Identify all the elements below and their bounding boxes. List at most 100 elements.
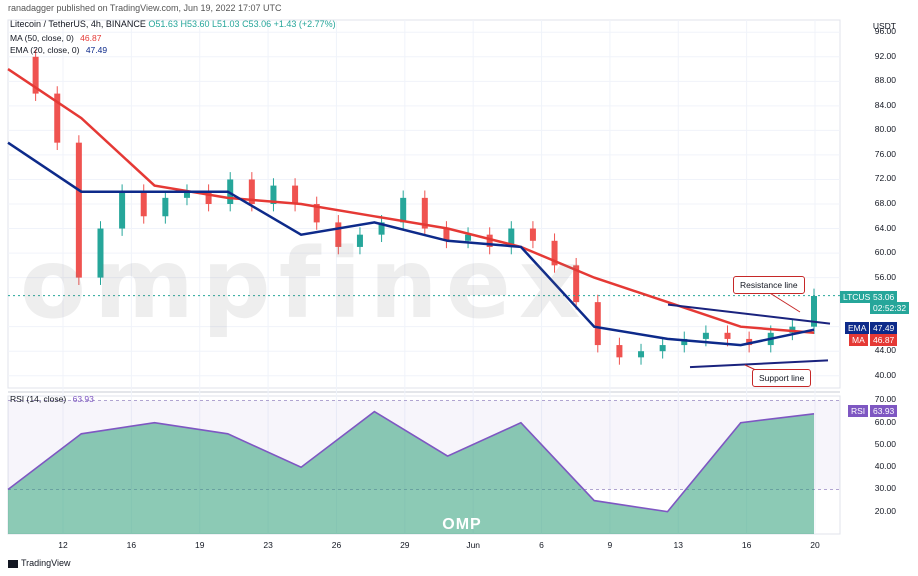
- rsi-tick-label: 60.00: [874, 416, 896, 427]
- ma-tag: MA: [849, 334, 868, 346]
- price-tick-label: 68.00: [874, 198, 896, 208]
- price-tick-label: 56.00: [874, 271, 896, 282]
- ohlc-open: O51.63: [148, 19, 178, 29]
- rsi-tick-label: 50.00: [874, 438, 896, 449]
- candle-body: [551, 240, 558, 266]
- rsi-value-tag: 63.93: [870, 405, 898, 417]
- price-tick-label: 44.00: [874, 345, 896, 356]
- watermark: ompfinex: [20, 228, 589, 340]
- candle-body: [811, 296, 817, 327]
- ema-tag: EMA: [845, 322, 870, 334]
- candle-body: [465, 234, 472, 241]
- ema-label: EMA (20, close, 0): [10, 45, 80, 55]
- ohlc-high: H53.60: [180, 19, 210, 29]
- price-tick-label: 80.00: [874, 124, 896, 135]
- candle-body: [378, 222, 385, 235]
- candle-body: [421, 197, 428, 229]
- time-tick-label: 12: [58, 540, 68, 550]
- candle-body: [789, 326, 796, 333]
- ema-legend[interactable]: EMA (20, close, 0) 47.49: [10, 45, 107, 55]
- brand-sub-text: Finex: [447, 534, 477, 543]
- ma-value-tag: 46.87: [870, 334, 898, 346]
- rsi-value: 63.93: [72, 394, 94, 404]
- time-tick-label: 19: [194, 540, 205, 550]
- candle-body: [32, 56, 39, 94]
- candle-body: [356, 234, 363, 247]
- tradingview-icon: [8, 559, 18, 568]
- price-tick-label: 92.00: [874, 50, 896, 61]
- resistance-line: [667, 303, 831, 325]
- candle-body: [97, 228, 104, 278]
- price-tick-label: 76.00: [874, 148, 896, 159]
- rsi-label: RSI (14, close): [10, 394, 67, 404]
- rsi-tick-label: 30.00: [874, 483, 896, 494]
- candle-body: [616, 345, 623, 358]
- candle-body: [313, 204, 320, 223]
- ohlc-close: C53.06: [242, 19, 272, 29]
- ema-line: [7, 141, 815, 347]
- ma-legend[interactable]: MA (50, close, 0) 46.87: [10, 33, 101, 43]
- price-tick-label: 64.00: [874, 222, 896, 233]
- price-tick-label: 72.00: [874, 173, 896, 184]
- time-tick-label: Jun: [466, 540, 481, 550]
- time-tick-label: 16: [126, 540, 137, 550]
- candle-body: [594, 302, 601, 346]
- omp-brand-logo: OMP Finex: [422, 516, 502, 543]
- ema-value: 47.49: [85, 45, 108, 55]
- symbol-title: Litecoin / TetherUS, 4h, BINANCE: [10, 19, 146, 29]
- candle-body: [573, 265, 580, 303]
- price-tag: 53.06: [870, 291, 898, 303]
- candle-body: [443, 228, 450, 241]
- time-tick-label: 20: [810, 540, 820, 550]
- candle-body: [508, 228, 515, 247]
- ohlc-change: +1.43 (+2.77%): [273, 19, 336, 29]
- candle-body: [140, 191, 147, 217]
- ma-label: MA (50, close, 0): [10, 33, 74, 43]
- rsi-tag: RSI: [848, 405, 869, 417]
- price-tick-label: 88.00: [874, 75, 896, 86]
- symbol-line: Litecoin / TetherUS, 4h, BINANCE O51.63 …: [10, 19, 336, 29]
- rsi-tick-label: 40.00: [874, 461, 896, 472]
- candle-body: [119, 191, 126, 229]
- candle-body: [205, 191, 212, 204]
- tradingview-footer[interactable]: TradingView: [8, 558, 71, 568]
- price-axis-currency: USDT: [872, 21, 896, 31]
- support-annotation: Support line: [752, 369, 812, 387]
- candle-body: [335, 222, 342, 247]
- support-line: [689, 359, 829, 369]
- ma-value: 46.87: [80, 33, 102, 43]
- price-tick-label: 96.00: [874, 26, 896, 37]
- candle-body: [529, 228, 536, 241]
- time-tick-label: 23: [263, 540, 273, 550]
- candle-body: [162, 197, 169, 217]
- rsi-line: [7, 410, 815, 513]
- rsi-legend[interactable]: RSI (14, close) 63.93: [10, 394, 94, 404]
- candle-body: [183, 191, 190, 198]
- candle-body: [659, 345, 666, 352]
- rsi-tick-label: 70.00: [874, 394, 896, 405]
- candle-body: [638, 351, 645, 358]
- time-tick-label: 26: [331, 540, 342, 550]
- rsi-tick-label: 20.00: [874, 505, 896, 516]
- price-tick-label: 40.00: [874, 369, 896, 380]
- footer-label: TradingView: [21, 558, 71, 568]
- publisher-line: ranadagger published on TradingView.com,…: [8, 3, 282, 13]
- time-tick-label: 16: [741, 540, 752, 550]
- candle-body: [270, 185, 277, 204]
- candle-body: [702, 332, 709, 339]
- time-tick-label: 9: [607, 540, 613, 550]
- candle-body: [486, 234, 493, 247]
- time-tick-label: 13: [673, 540, 683, 550]
- ohlc-low: L51.03: [212, 19, 240, 29]
- candle-body: [724, 332, 731, 339]
- candle-body: [292, 185, 299, 204]
- candle-body: [681, 338, 688, 346]
- candle-body: [248, 179, 255, 204]
- brand-logo-text: OMP: [442, 516, 482, 533]
- candle-body: [400, 197, 407, 223]
- resistance-annotation: Resistance line: [733, 276, 805, 294]
- countdown-tag: 02:52:32: [870, 302, 910, 314]
- time-tick-label: 6: [539, 540, 544, 550]
